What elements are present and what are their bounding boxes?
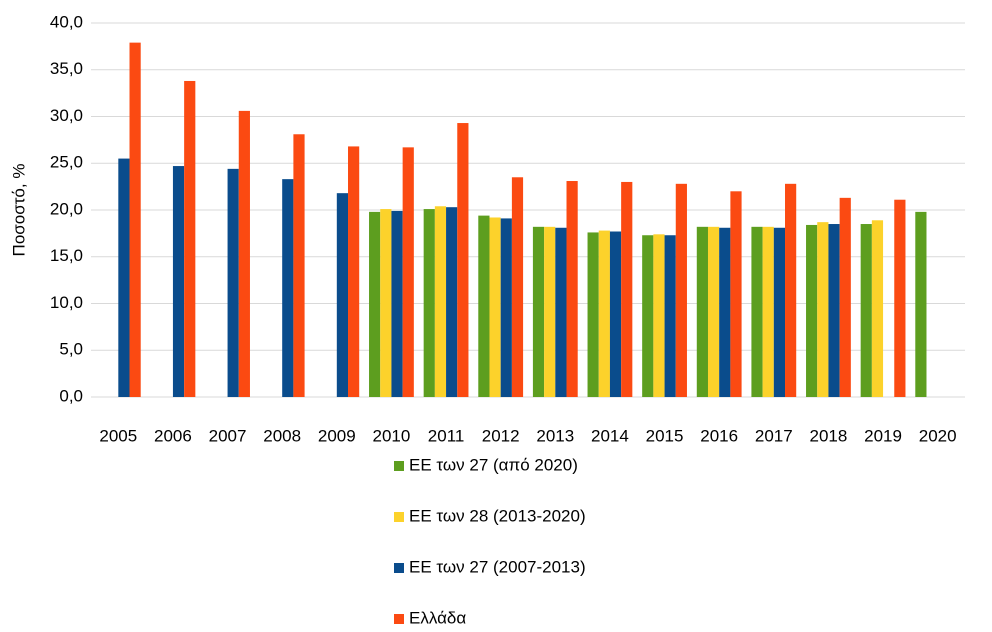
x-tick-label: 2006 (154, 426, 192, 445)
bar (860, 224, 872, 397)
legend-label: ΕΕ των 27 (από 2020) (409, 455, 578, 474)
bar (369, 211, 381, 397)
x-tick-label: 2009 (318, 426, 356, 445)
bar (806, 224, 818, 397)
bar (423, 209, 435, 397)
bar (336, 193, 349, 397)
bar (839, 197, 851, 397)
bar (555, 227, 567, 397)
x-tick-label: 2019 (864, 426, 902, 445)
x-tick-label: 2007 (209, 426, 247, 445)
bar (446, 207, 458, 397)
y-tick-label: 40,0 (50, 12, 83, 31)
bar (391, 210, 403, 397)
bar (118, 158, 130, 397)
x-tick-label: 2010 (373, 426, 411, 445)
bar (696, 226, 708, 397)
x-tick-label: 2008 (263, 426, 301, 445)
y-axis-label: Ποσοστό, % (9, 164, 28, 257)
bar (293, 134, 305, 397)
bar (532, 226, 545, 397)
bar (773, 227, 786, 397)
y-tick-label: 35,0 (50, 59, 83, 78)
x-tick-label: 2014 (591, 426, 629, 445)
y-tick-label: 25,0 (50, 153, 83, 172)
x-tick-label: 2015 (646, 426, 684, 445)
x-tick-label: 2011 (428, 426, 465, 445)
bar (664, 235, 676, 397)
bar (184, 80, 196, 397)
bar (566, 181, 578, 397)
y-tick-label: 0,0 (59, 386, 83, 405)
x-tick-label: 2016 (700, 426, 738, 445)
bar (511, 177, 524, 397)
bar (915, 211, 927, 397)
bar (817, 222, 829, 397)
bar (348, 146, 360, 397)
bar (489, 217, 501, 397)
bar (751, 226, 763, 397)
x-tick-label: 2005 (99, 426, 137, 445)
bar (478, 215, 490, 397)
bar (380, 209, 392, 397)
bar (609, 231, 622, 397)
bar (457, 123, 469, 398)
y-tick-label: 15,0 (50, 246, 83, 265)
bar (282, 179, 294, 397)
bar (238, 110, 250, 397)
bar (762, 226, 774, 397)
bar (500, 218, 512, 397)
legend-label: ΕΕ των 28 (2013-2020) (409, 506, 586, 525)
y-tick-label: 5,0 (59, 340, 83, 359)
bar (785, 183, 797, 397)
bar (871, 220, 884, 397)
bar (544, 226, 556, 397)
legend-swatch (394, 512, 404, 522)
bar (675, 183, 687, 397)
bar (707, 226, 720, 397)
bar (598, 230, 610, 397)
legend-label: ΕΕ των 27 (2007-2013) (409, 557, 586, 576)
bar (129, 42, 141, 397)
bar (402, 147, 414, 397)
y-tick-label: 30,0 (50, 106, 83, 125)
legend-swatch (394, 461, 404, 471)
legend-swatch (394, 614, 404, 624)
bar (894, 199, 906, 397)
bar (227, 168, 239, 397)
y-tick-label: 10,0 (50, 293, 83, 312)
legend-label: Ελλάδα (409, 608, 466, 627)
bar (172, 166, 185, 397)
bar (587, 232, 599, 397)
bar (653, 234, 665, 397)
bar (730, 191, 742, 397)
bar (434, 206, 447, 397)
bar (828, 224, 840, 397)
bar (642, 235, 654, 397)
bar (621, 181, 633, 397)
x-tick-label: 2017 (755, 426, 793, 445)
x-tick-label: 2012 (482, 426, 520, 445)
bar (719, 227, 731, 397)
x-tick-label: 2018 (810, 426, 848, 445)
x-tick-label: 2013 (536, 426, 574, 445)
legend-swatch (394, 563, 404, 573)
x-tick-label: 2020 (919, 426, 957, 445)
y-tick-label: 20,0 (50, 199, 83, 218)
